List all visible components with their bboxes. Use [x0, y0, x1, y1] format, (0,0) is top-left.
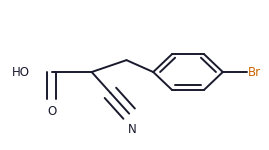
Text: HO: HO — [11, 66, 29, 79]
Text: Br: Br — [248, 66, 261, 79]
Text: O: O — [47, 105, 56, 118]
Text: N: N — [128, 123, 136, 136]
